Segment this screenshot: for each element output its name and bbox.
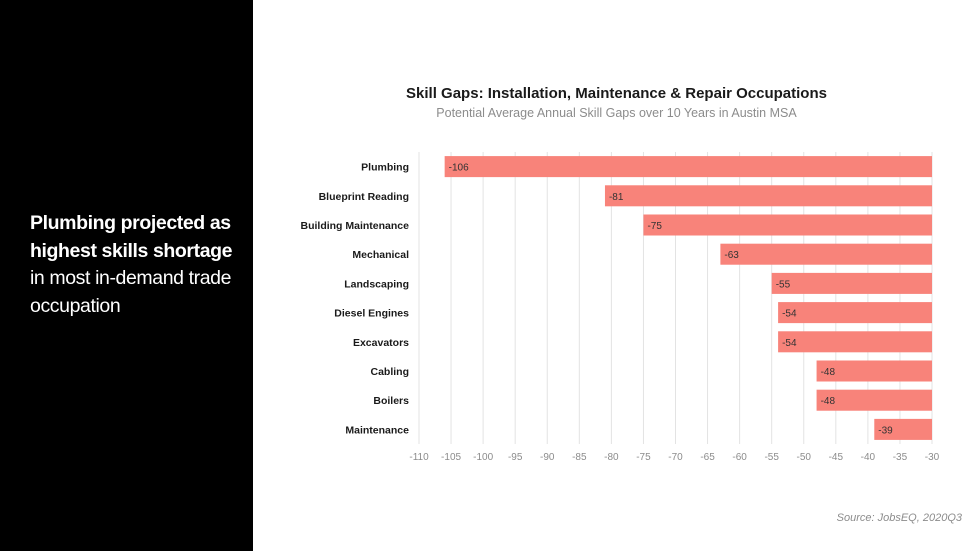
bar (778, 302, 932, 324)
x-tick-label: -50 (797, 452, 812, 463)
category-label: Excavators (353, 337, 409, 349)
x-tick-label: -60 (732, 452, 747, 463)
x-tick-label: -35 (893, 452, 908, 463)
data-label: -39 (878, 425, 893, 436)
headline: Plumbing projected as highest skills sho… (30, 210, 245, 320)
headline-bold-text: Plumbing projected as highest skills sho… (30, 212, 233, 262)
category-label: Diesel Engines (334, 308, 409, 320)
x-tick-label: -80 (604, 452, 619, 463)
bar (604, 185, 932, 207)
headline-text: in most in-demand trade occupation (30, 267, 232, 317)
category-label: Boilers (373, 395, 409, 407)
x-tick-label: -100 (473, 452, 493, 463)
bar (643, 214, 932, 236)
bar (444, 156, 932, 178)
left-panel: Plumbing projected as highest skills sho… (0, 0, 253, 551)
category-label: Maintenance (345, 424, 409, 436)
x-tick-label: -30 (925, 452, 940, 463)
source-note: Source: JobsEQ, 2020Q3 (836, 512, 962, 524)
data-label: -81 (609, 192, 624, 203)
data-label: -54 (782, 338, 797, 349)
data-label: -63 (724, 250, 739, 261)
category-label: Cabling (371, 366, 410, 378)
x-tick-label: -105 (441, 452, 461, 463)
bar (816, 389, 932, 411)
bar (720, 243, 932, 265)
chart-area: Skill Gaps: Installation, Maintenance & … (253, 0, 980, 551)
x-tick-label: -55 (764, 452, 779, 463)
bar (771, 272, 932, 294)
bar (778, 331, 932, 353)
bar (816, 360, 932, 382)
chart-subtitle: Potential Average Annual Skill Gaps over… (436, 106, 797, 120)
chart-title: Skill Gaps: Installation, Maintenance & … (406, 85, 827, 102)
data-label: -106 (449, 163, 469, 174)
x-tick-label: -110 (409, 452, 429, 463)
data-label: -75 (647, 221, 662, 232)
data-label: -54 (782, 309, 797, 320)
category-label: Building Maintenance (300, 220, 409, 232)
x-tick-label: -40 (861, 452, 876, 463)
bar (874, 418, 932, 440)
x-tick-label: -95 (508, 452, 523, 463)
x-tick-label: -85 (572, 452, 587, 463)
category-label: Blueprint Reading (319, 191, 409, 203)
x-tick-label: -65 (700, 452, 715, 463)
x-tick-label: -75 (636, 452, 651, 463)
x-tick-label: -45 (829, 452, 844, 463)
data-label: -55 (776, 279, 791, 290)
category-label: Landscaping (344, 278, 409, 290)
bar-chart: -110 -105 -100 -95 -90 -85 -80 -75 -70 -65 -60 -55 -… (300, 152, 940, 463)
x-tick-label: -70 (668, 452, 683, 463)
data-label: -48 (821, 367, 836, 378)
category-label: Mechanical (352, 249, 409, 261)
x-tick-label: -90 (540, 452, 555, 463)
data-label: -48 (821, 396, 836, 407)
category-label: Plumbing (361, 162, 409, 174)
